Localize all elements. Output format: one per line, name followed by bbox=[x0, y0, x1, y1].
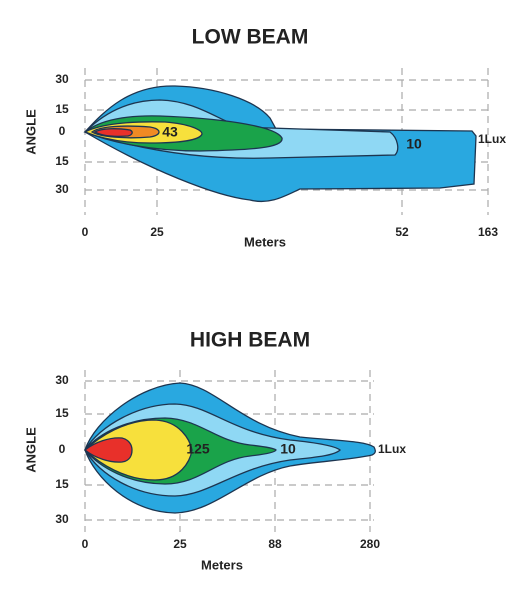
low-beam: LOW BEAM 43 10 1Lux 30 15 0 15 30 0 25 5… bbox=[23, 26, 506, 250]
y-tick-label: 0 bbox=[59, 442, 66, 456]
x-axis-label: Meters bbox=[244, 234, 286, 249]
y-tick-label: 30 bbox=[55, 512, 69, 526]
y-tick-label: 30 bbox=[55, 72, 69, 86]
y-axis-label: ANGLE bbox=[23, 109, 38, 155]
contour-red bbox=[83, 437, 133, 463]
x-axis-label: Meters bbox=[201, 557, 243, 572]
x-tick-label: 280 bbox=[360, 537, 380, 551]
contour-label: 1Lux bbox=[378, 442, 406, 456]
x-tick-label: 52 bbox=[395, 225, 409, 239]
x-tick-label: 0 bbox=[82, 225, 89, 239]
y-tick-label: 15 bbox=[55, 154, 69, 168]
y-axis-label: ANGLE bbox=[23, 427, 38, 473]
title: HIGH BEAM bbox=[190, 329, 310, 352]
contour-125 bbox=[84, 419, 193, 481]
y-tick-label: 30 bbox=[55, 373, 69, 387]
y-tick-label: 15 bbox=[55, 406, 69, 420]
y-tick-label: 0 bbox=[59, 124, 66, 138]
y-tick-label: 30 bbox=[55, 182, 69, 196]
contour-label: 10 bbox=[280, 441, 296, 457]
title: LOW BEAM bbox=[192, 26, 309, 49]
x-tick-label: 163 bbox=[478, 225, 498, 239]
x-tick-label: 25 bbox=[173, 537, 187, 551]
x-tick-label: 88 bbox=[268, 537, 282, 551]
contour-label: 125 bbox=[186, 441, 210, 457]
contour-label: 10 bbox=[406, 136, 422, 152]
contour-red bbox=[93, 128, 133, 138]
y-tick-label: 15 bbox=[55, 102, 69, 116]
y-tick-label: 15 bbox=[55, 477, 69, 491]
high-beam: HIGH BEAM 125 10 1Lux 30 15 0 15 30 0 25… bbox=[23, 329, 406, 573]
x-tick-label: 0 bbox=[82, 537, 89, 551]
contour-label: 43 bbox=[162, 124, 178, 140]
x-tick-label: 25 bbox=[150, 225, 164, 239]
contour-label: 1Lux bbox=[478, 132, 506, 146]
